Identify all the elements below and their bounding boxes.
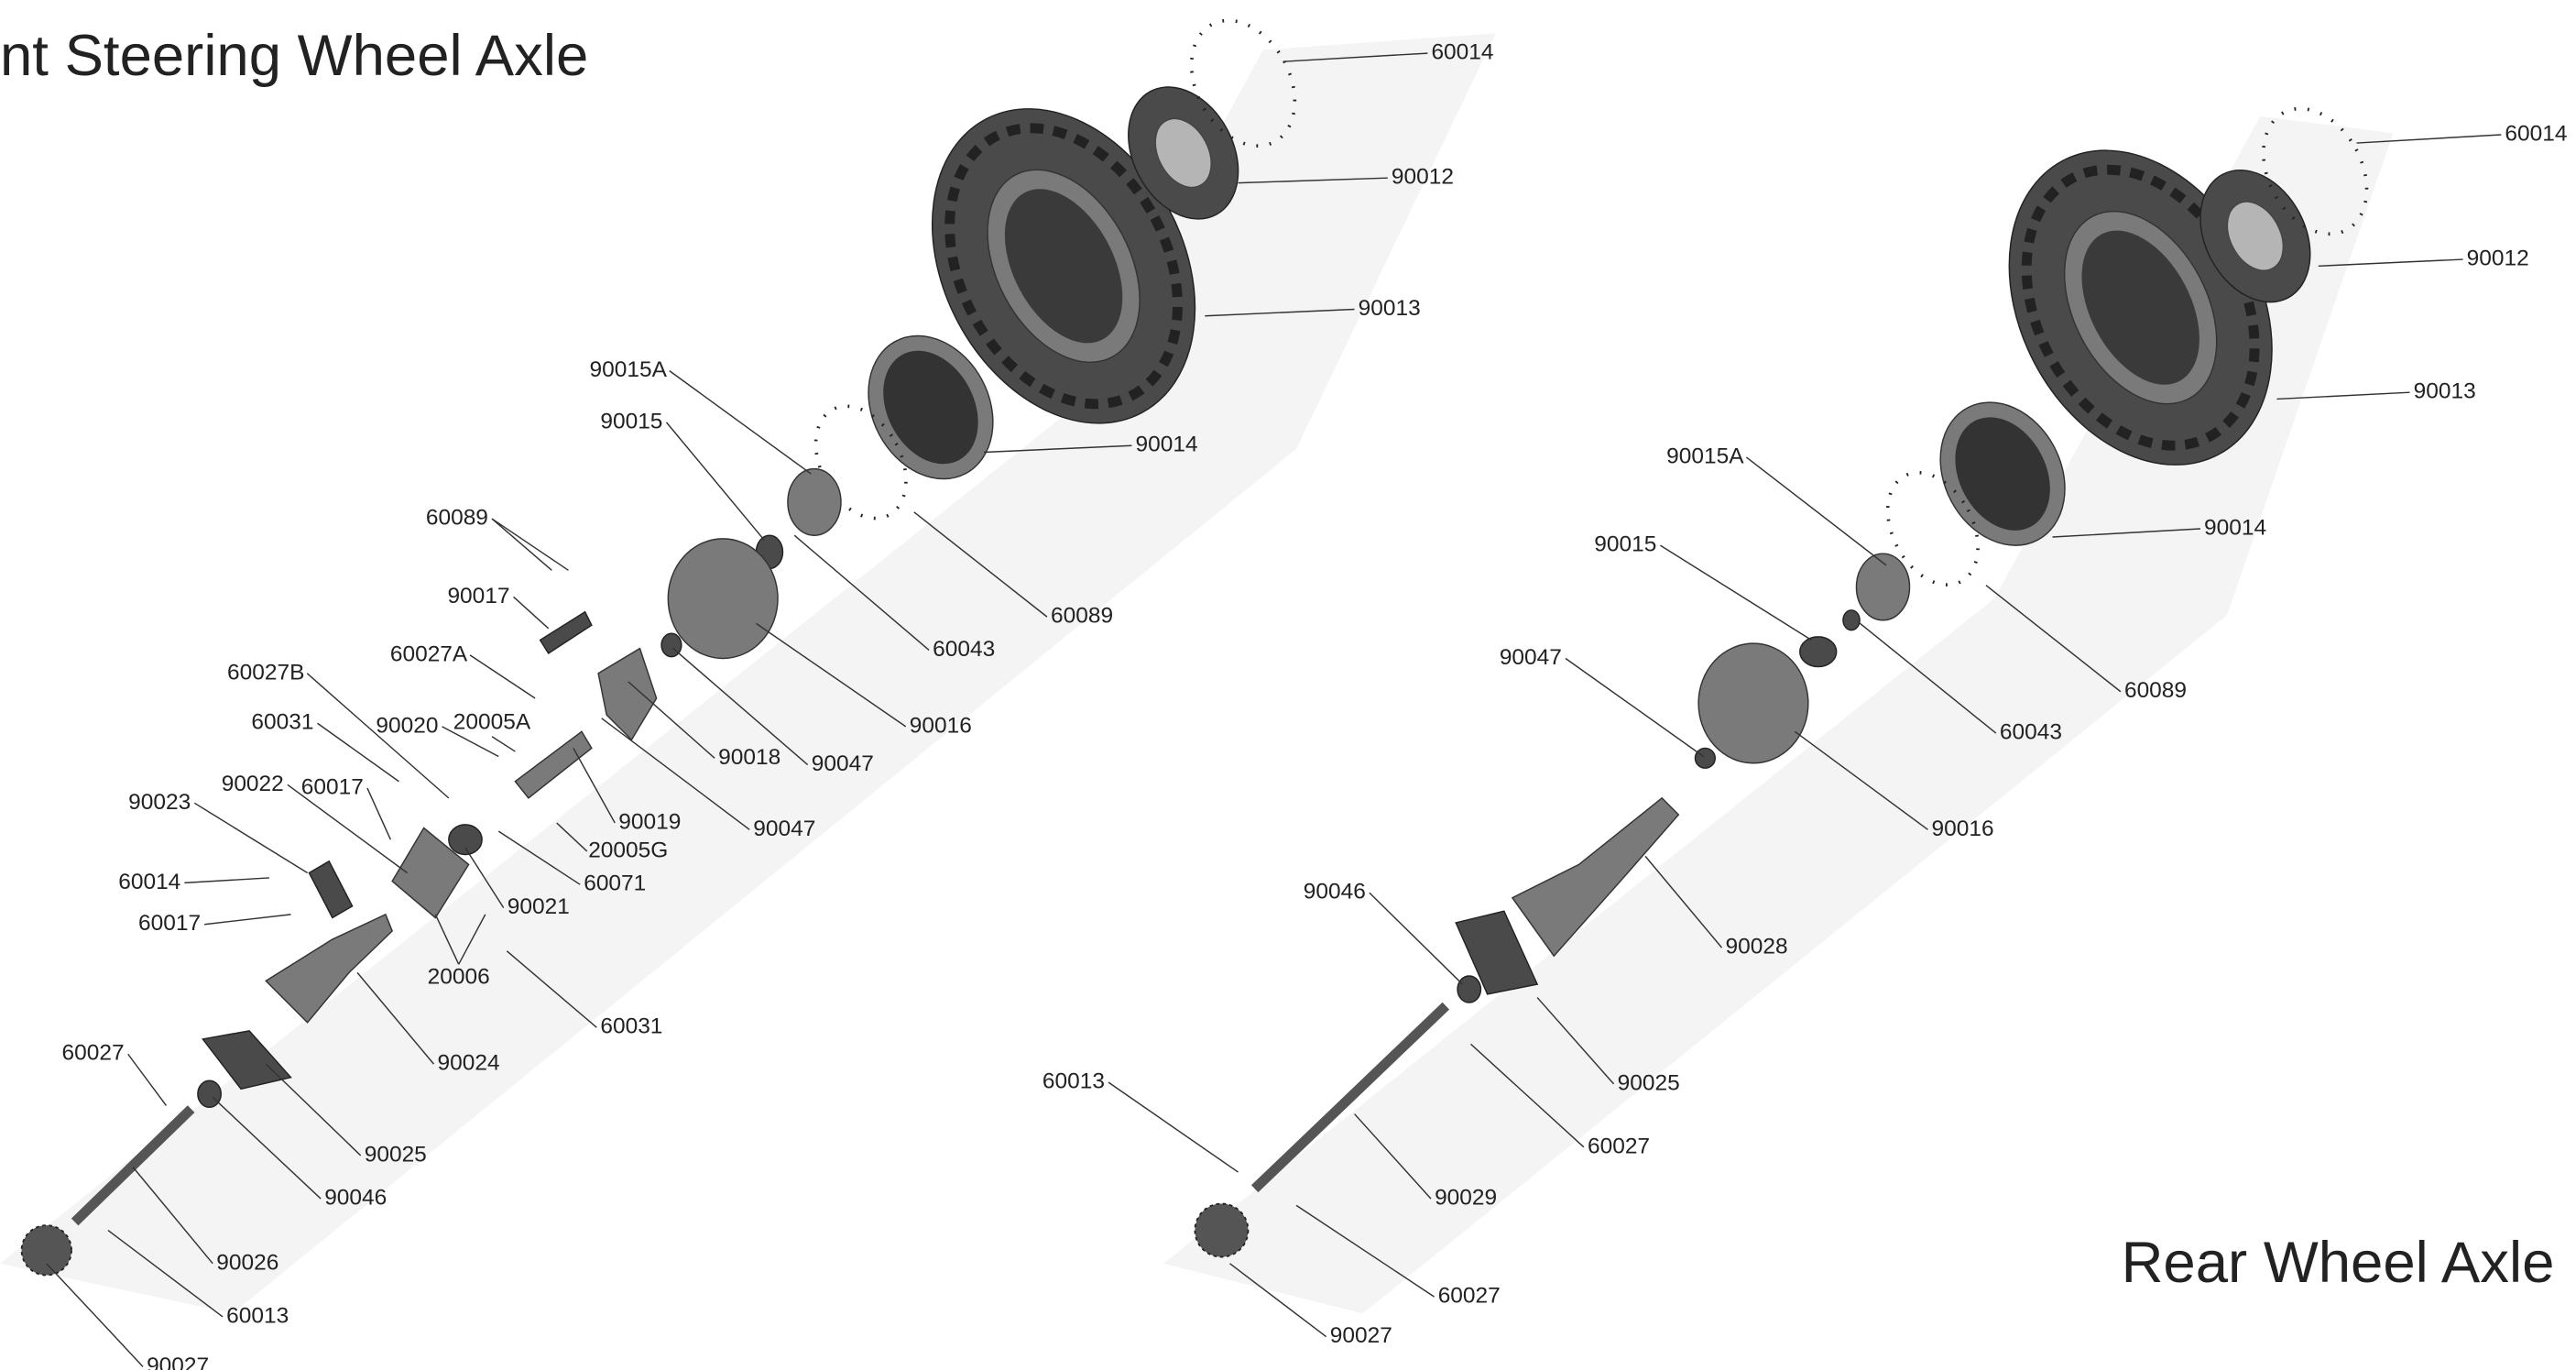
bearing — [1843, 610, 1860, 630]
part-label: 60014 — [2505, 121, 2567, 146]
part-label: 60027 — [1588, 1134, 1650, 1158]
part-label: 20005G — [588, 838, 668, 862]
part-label: 90022 — [222, 772, 284, 796]
part-label: 90016 — [910, 713, 972, 738]
part-label: 60027 — [1438, 1284, 1501, 1309]
part-label: 60014 — [1431, 40, 1493, 65]
part-label: 90015 — [600, 409, 662, 433]
gear — [22, 1225, 71, 1275]
part-label: 90012 — [1392, 165, 1454, 190]
part-label: 90013 — [1359, 296, 1421, 321]
part-label: 90018 — [718, 745, 780, 770]
part-label: 90029 — [1435, 1186, 1497, 1211]
part-label: 90015A — [590, 357, 668, 382]
part-label: 90014 — [1136, 433, 1198, 457]
part-label: 20005A — [453, 710, 531, 735]
part-label: 90027 — [147, 1354, 209, 1370]
part-label: 60013 — [226, 1303, 289, 1328]
part-label: 60089 — [2124, 678, 2187, 703]
leader-line — [666, 422, 764, 541]
part-label: 90047 — [753, 817, 815, 841]
part-label: 90026 — [216, 1250, 278, 1275]
front-axle-parts — [22, 3, 1315, 1276]
leader-line — [367, 788, 390, 839]
parts-diagram: nt Steering Wheel Axle Rear Wheel Axle 6… — [0, 0, 2576, 1370]
leader-line — [514, 597, 549, 628]
joint — [449, 825, 482, 855]
leader-line — [204, 915, 290, 925]
part-label: 90020 — [376, 713, 438, 738]
drum — [668, 539, 778, 659]
bearing — [1800, 637, 1837, 667]
part-label: 60027B — [227, 660, 304, 685]
part-label: 90021 — [508, 894, 570, 919]
leader-line — [470, 655, 535, 698]
leader-line — [1108, 1082, 1239, 1172]
leader-line — [1660, 545, 1811, 640]
part-label: 90047 — [1500, 645, 1562, 670]
leader-line — [194, 803, 307, 872]
part-label: 60031 — [251, 710, 313, 735]
part-label: 60013 — [1042, 1069, 1105, 1094]
part-label: 60017 — [301, 774, 364, 799]
leader-line — [492, 519, 551, 570]
part-label: 90027 — [1330, 1323, 1392, 1348]
part-label: 90024 — [438, 1051, 500, 1076]
hub — [1856, 553, 1909, 620]
part-label: 90046 — [324, 1186, 387, 1211]
part-label: 90012 — [2467, 247, 2529, 271]
part-label: 90023 — [128, 790, 191, 815]
drive-cup — [515, 731, 591, 798]
part-label: 90047 — [812, 751, 874, 776]
part-label: 90013 — [2414, 379, 2476, 404]
knuckle — [598, 649, 656, 740]
hub — [788, 469, 841, 536]
gear — [1195, 1204, 1248, 1257]
part-label: 90025 — [1618, 1070, 1680, 1095]
leader-line — [184, 878, 269, 882]
leader-line — [1566, 658, 1704, 756]
leader-line — [1746, 457, 1886, 565]
part-label: 60014 — [118, 870, 180, 894]
part-label: 60043 — [2000, 720, 2062, 745]
part-label: 60071 — [584, 871, 646, 896]
leader-line — [670, 371, 812, 474]
drum — [1698, 643, 1808, 763]
part-label: 60017 — [138, 911, 201, 936]
part-label: 90028 — [1726, 935, 1788, 959]
part-label: 90015A — [1666, 444, 1744, 468]
front-title: nt Steering Wheel Axle — [0, 24, 588, 88]
part-label: 60089 — [1051, 604, 1113, 629]
leader-line — [128, 1054, 167, 1105]
rear-title: Rear Wheel Axle — [2122, 1231, 2555, 1295]
part-label: 90015 — [1594, 532, 1656, 557]
part-label: 60031 — [600, 1014, 662, 1039]
part-label: 60027 — [62, 1041, 125, 1066]
arm-bracket — [309, 861, 352, 918]
part-label: 90017 — [447, 584, 509, 608]
part-label: 60089 — [426, 506, 488, 531]
part-label: 90019 — [618, 810, 681, 835]
part-label: 90014 — [2204, 515, 2266, 540]
part-label: 90025 — [365, 1142, 427, 1167]
part-label: 60043 — [933, 637, 995, 662]
part-label: 60027A — [390, 641, 468, 666]
part-label: 90016 — [1932, 817, 1994, 841]
bearing — [1457, 976, 1480, 1003]
part-label: 20006 — [428, 964, 490, 989]
leader-line — [1370, 893, 1463, 984]
part-label: 90046 — [1304, 880, 1366, 904]
bearing — [198, 1080, 221, 1107]
arm — [540, 612, 592, 653]
leader-line — [492, 737, 515, 751]
leader-line — [492, 519, 568, 570]
bearing — [1695, 748, 1715, 768]
